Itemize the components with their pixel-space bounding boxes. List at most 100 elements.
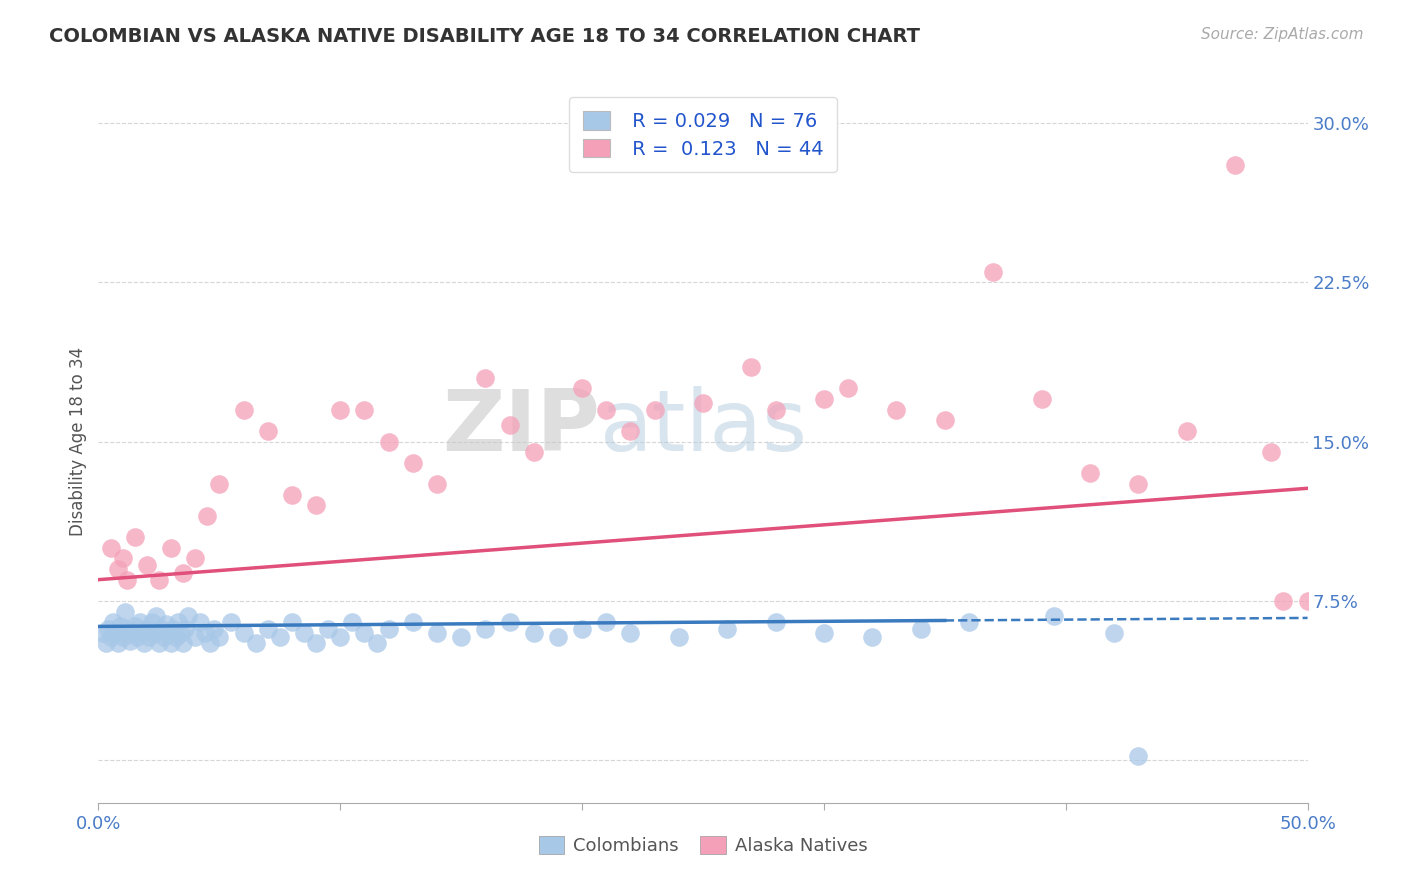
Point xyxy=(1078,467,1101,481)
Point xyxy=(145,608,167,623)
Point xyxy=(523,625,546,640)
Point xyxy=(108,619,131,633)
Point xyxy=(860,630,883,644)
Point xyxy=(204,622,226,636)
Point xyxy=(426,477,449,491)
Point xyxy=(232,625,254,640)
Point xyxy=(1260,445,1282,459)
Point xyxy=(198,636,221,650)
Point xyxy=(148,636,170,650)
Point xyxy=(172,566,194,581)
Point xyxy=(208,630,231,644)
Point xyxy=(547,630,569,644)
Point xyxy=(157,625,180,640)
Point xyxy=(160,541,183,555)
Point xyxy=(111,630,134,644)
Point xyxy=(1272,594,1295,608)
Point xyxy=(143,625,166,640)
Point xyxy=(316,622,339,636)
Point xyxy=(450,630,472,644)
Point xyxy=(194,625,217,640)
Point xyxy=(101,615,124,630)
Point xyxy=(91,625,114,640)
Point xyxy=(169,625,191,640)
Point xyxy=(305,636,328,650)
Point xyxy=(353,625,375,640)
Point xyxy=(172,636,194,650)
Point xyxy=(668,630,690,644)
Point xyxy=(177,608,200,623)
Point xyxy=(1031,392,1053,406)
Point xyxy=(256,622,278,636)
Point xyxy=(195,508,218,523)
Point xyxy=(208,477,231,491)
Point xyxy=(121,625,143,640)
Point xyxy=(165,630,187,644)
Point xyxy=(269,630,291,644)
Point xyxy=(1102,625,1125,640)
Point xyxy=(571,622,593,636)
Point xyxy=(135,558,157,572)
Point xyxy=(329,630,352,644)
Point xyxy=(1128,749,1150,764)
Point xyxy=(124,619,146,633)
Point xyxy=(150,622,173,636)
Point xyxy=(910,622,932,636)
Point xyxy=(498,615,520,630)
Point xyxy=(94,636,117,650)
Text: atlas: atlas xyxy=(600,385,808,468)
Point xyxy=(619,625,641,640)
Point xyxy=(1042,608,1064,623)
Point xyxy=(124,530,146,544)
Point xyxy=(127,630,149,644)
Point xyxy=(342,615,364,630)
Point xyxy=(97,622,120,636)
Point xyxy=(118,634,141,648)
Point xyxy=(402,456,425,470)
Point xyxy=(134,636,156,650)
Point xyxy=(813,625,835,640)
Point xyxy=(281,615,304,630)
Point xyxy=(138,630,160,644)
Point xyxy=(981,264,1004,278)
Point xyxy=(245,636,267,650)
Point xyxy=(184,551,207,566)
Point xyxy=(402,615,425,630)
Point xyxy=(1223,158,1246,172)
Point xyxy=(114,605,136,619)
Text: Source: ZipAtlas.com: Source: ZipAtlas.com xyxy=(1201,27,1364,42)
Point xyxy=(141,615,163,630)
Point xyxy=(377,434,399,449)
Point xyxy=(107,562,129,576)
Point xyxy=(152,630,174,644)
Point xyxy=(162,622,184,636)
Point xyxy=(377,622,399,636)
Point xyxy=(135,622,157,636)
Point xyxy=(366,636,388,650)
Text: ZIP: ZIP xyxy=(443,385,600,468)
Point xyxy=(765,615,787,630)
Text: COLOMBIAN VS ALASKA NATIVE DISABILITY AGE 18 TO 34 CORRELATION CHART: COLOMBIAN VS ALASKA NATIVE DISABILITY AG… xyxy=(49,27,920,45)
Point xyxy=(174,622,197,636)
Point xyxy=(111,551,134,566)
Point xyxy=(571,381,593,395)
Point xyxy=(131,625,153,640)
Point xyxy=(619,424,641,438)
Point xyxy=(498,417,520,432)
Point xyxy=(957,615,980,630)
Point xyxy=(160,636,183,650)
Point xyxy=(716,622,738,636)
Point xyxy=(474,622,496,636)
Point xyxy=(117,622,139,636)
Point xyxy=(107,636,129,650)
Point xyxy=(886,402,908,417)
Point xyxy=(740,360,762,375)
Point xyxy=(595,615,617,630)
Point xyxy=(523,445,546,459)
Point xyxy=(184,630,207,644)
Point xyxy=(692,396,714,410)
Point xyxy=(148,573,170,587)
Point xyxy=(426,625,449,640)
Y-axis label: Disability Age 18 to 34: Disability Age 18 to 34 xyxy=(69,347,87,536)
Point xyxy=(474,371,496,385)
